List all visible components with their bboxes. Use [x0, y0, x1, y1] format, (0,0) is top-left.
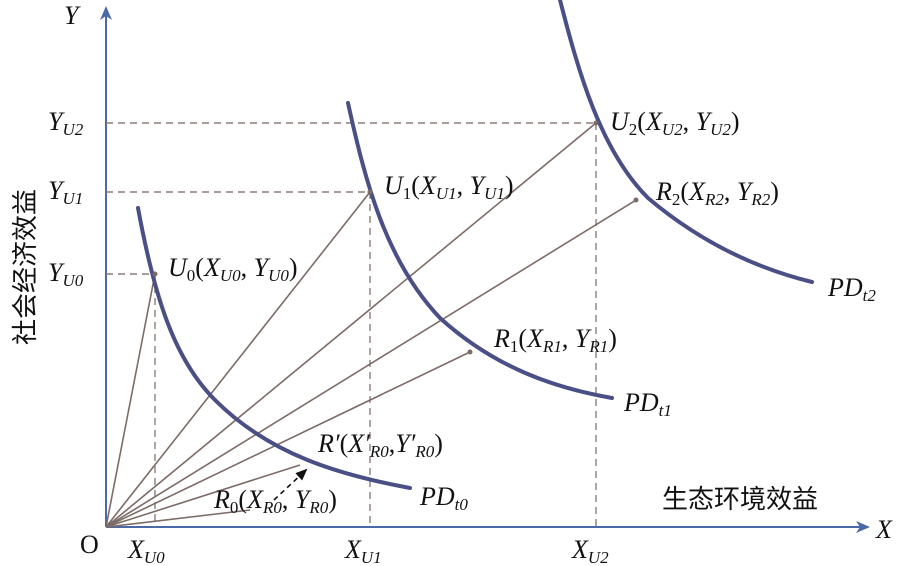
marker-u0	[152, 271, 158, 277]
point-label-u2: U2(XU2, YU2)	[610, 107, 740, 139]
origin-label: O	[80, 530, 99, 559]
ray-u0	[105, 273, 156, 528]
ray-r0	[105, 509, 251, 528]
x-axis-name: X	[875, 515, 893, 544]
point-label-u1: U1(XU1, YU1)	[384, 171, 514, 203]
shift-arrow	[273, 468, 308, 501]
ray-u1	[105, 191, 371, 528]
x-tick-xu0: XU0	[127, 535, 165, 566]
point-label-u0: U0(XU0, YU0)	[168, 253, 298, 285]
ray-u2	[105, 122, 597, 528]
ray-r2	[105, 199, 637, 528]
marker-u2	[593, 120, 599, 126]
point-label-r0: R0(XR0, YR0)	[213, 485, 337, 517]
ray-r1	[105, 351, 471, 528]
point-label-r-prime: R′(X′R0,Y′R0)	[317, 429, 443, 461]
y-tick-yu0: YU0	[48, 258, 84, 290]
marker-u1	[367, 189, 373, 195]
x-tick-xu2: XU2	[571, 535, 609, 566]
y-axis-name: Y	[64, 1, 81, 30]
x-tick-xu1: XU1	[344, 535, 382, 566]
y-tick-yu1: YU1	[48, 176, 83, 208]
curve-label-pd-t2: PDt2	[827, 273, 876, 305]
curve-pd-t1	[346, 101, 614, 400]
point-markers	[152, 120, 639, 355]
rays	[105, 122, 637, 528]
curve-pd-t2	[558, 0, 814, 284]
x-caption: 生态环境效益	[662, 485, 818, 515]
ray-rp	[105, 464, 301, 528]
y-tick-yu2: YU2	[48, 107, 84, 139]
y-caption: 社会经济效益	[11, 189, 41, 345]
marker-r2	[633, 197, 639, 203]
curve-label-pd-t0: PDt0	[419, 482, 468, 514]
point-label-r2: R2(XR2, YR2)	[655, 177, 779, 209]
curve-label-pd-t1: PDt1	[623, 388, 672, 420]
curve-pd-t0	[136, 206, 412, 490]
point-label-r1: R1(XR1, YR1)	[493, 324, 617, 356]
marker-r1	[467, 349, 473, 355]
